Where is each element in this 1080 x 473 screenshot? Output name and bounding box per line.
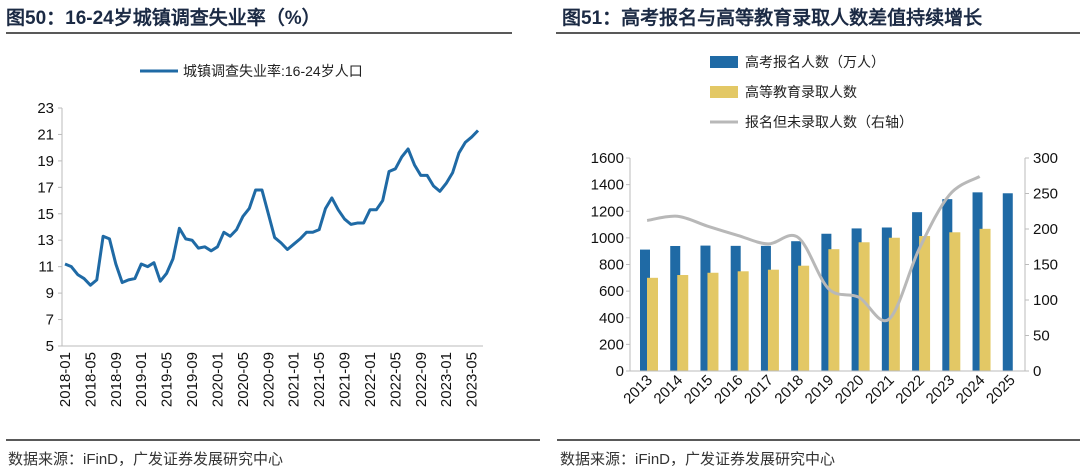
x-tick-label: 2018-01 [57, 352, 74, 407]
bar-registration-2022 [912, 212, 923, 371]
bar-admitted-2021 [888, 237, 900, 371]
x-tick-label: 2023-05 [464, 352, 481, 407]
bar-admitted-2017 [767, 269, 779, 371]
chart-title-left: 图50：16-24岁城镇调查失业率（%） [6, 6, 321, 29]
right-y-tick-label: 150 [1033, 257, 1058, 274]
bar-admitted-2023 [949, 232, 961, 371]
x-tick-label: 2025 [983, 372, 1019, 408]
left-y-tick-label: 400 [599, 310, 624, 327]
x-tick-label: 2020-09 [260, 352, 277, 407]
right-y-tick-label: 0 [1033, 363, 1041, 380]
x-tick-label: 2020 [832, 372, 868, 408]
bar-registration-2017 [760, 245, 771, 371]
y-tick-label: 13 [37, 232, 54, 249]
x-tick-label: 2018-05 [82, 352, 99, 407]
legend-label-admitted: 高等教育录取人数 [745, 84, 857, 100]
right-y-tick-label: 100 [1033, 292, 1058, 309]
bar-admitted-2013 [647, 277, 658, 371]
bar-registration-2020 [851, 228, 862, 371]
x-tick-label: 2016 [711, 372, 747, 408]
x-tick-label: 2022-05 [387, 352, 404, 407]
x-tick-label: 2023 [923, 372, 959, 408]
x-tick-label: 2019-05 [159, 352, 176, 407]
bar-admitted-2018 [798, 265, 810, 371]
chart-title-right: 图51：高考报名与高等教育录取人数差值持续增长 [562, 6, 983, 29]
x-tick-label: 2021 [862, 372, 898, 408]
left-y-tick-label: 1600 [591, 150, 624, 167]
x-tick-label: 2015 [681, 372, 717, 408]
y-tick-label: 15 [37, 206, 54, 223]
x-tick-label: 2019 [802, 372, 838, 408]
y-tick-label: 7 [46, 312, 54, 329]
line-chart-left: 5 7 9 11 13 15 17 19 21 23 2018-01 2018-05 2018-09 20… [37, 100, 483, 407]
y-tick-label: 19 [37, 153, 54, 170]
x-tick-label: 2021-05 [311, 352, 328, 407]
right-y-tick-label: 300 [1033, 150, 1058, 167]
x-tick-label: 2022-01 [362, 352, 379, 407]
bar-admitted-2020 [858, 242, 870, 371]
x-tick-label: 2019-09 [184, 352, 201, 407]
left-y-tick-label: 1000 [591, 230, 624, 247]
legend-label-registration: 高考报名人数（万人） [745, 54, 885, 70]
bar-registration-2015 [700, 245, 711, 371]
x-tick-label: 2020-01 [209, 352, 226, 407]
x-tick-label: 2021-09 [337, 352, 354, 407]
legend-label: 城镇调查失业率:16-24岁人口 [183, 63, 363, 79]
x-tick-label: 2013 [620, 372, 656, 408]
left-y-tick-label: 800 [599, 257, 624, 274]
left-y-tick-label: 1400 [591, 177, 624, 194]
x-tick-label: 2019-01 [133, 352, 150, 407]
bar-registration-2021 [881, 227, 892, 371]
bar-registration-2025 [1002, 193, 1013, 371]
y-tick-label: 11 [38, 259, 54, 276]
y-tick-label: 23 [37, 100, 54, 117]
y-tick-label: 9 [46, 285, 54, 302]
bar-admitted-2016 [737, 271, 749, 371]
legend-label-gap: 报名但未录取人数（右轴） [745, 114, 913, 130]
bar-registration-2019 [821, 233, 832, 371]
bar-registration-2014 [670, 245, 681, 371]
bar-chart-right: 0 200 400 600 800 1000 1200 1400 1600 0 50 100 150 20… [591, 150, 1058, 407]
x-tick-label: 2014 [651, 372, 687, 408]
unemployment-rate-line [64, 129, 480, 287]
left-y-tick-label: 200 [599, 336, 624, 353]
bar-admitted-2015 [707, 272, 719, 371]
x-tick-label: 2022-09 [413, 352, 430, 407]
right-y-tick-label: 200 [1033, 221, 1058, 238]
bar-admitted-2022 [919, 236, 931, 371]
bar-registration-2024 [972, 192, 983, 371]
legend-swatch-admitted [710, 86, 738, 98]
x-tick-label: 2023-01 [438, 352, 455, 407]
x-tick-label: 2024 [953, 372, 989, 408]
left-y-tick-label: 600 [599, 283, 624, 300]
bar-registration-2018 [791, 241, 802, 371]
bar-registration-2013 [640, 249, 650, 371]
gap-line-right-axis [646, 175, 981, 323]
x-tick-label: 2021-01 [286, 352, 303, 407]
bar-admitted-2019 [828, 249, 840, 371]
bar-admitted-2024 [979, 228, 991, 371]
x-tick-label: 2020-05 [235, 352, 252, 407]
x-tick-label: 2018-09 [108, 352, 125, 407]
y-tick-label: 17 [37, 179, 54, 196]
bar-registration-2016 [730, 245, 741, 371]
x-tick-label: 2022 [892, 372, 928, 408]
bar-registration-2023 [942, 199, 953, 371]
x-tick-label: 2017 [741, 372, 777, 408]
left-y-tick-label: 1200 [591, 203, 624, 220]
legend-swatch-registration [710, 56, 738, 68]
source-note-left: 数据来源：iFinD，广发证券发展研究中心 [8, 451, 283, 468]
x-tick-label: 2018 [771, 372, 807, 408]
y-tick-label: 5 [46, 338, 54, 355]
left-y-tick-label: 0 [616, 363, 624, 380]
right-y-tick-label: 50 [1033, 328, 1050, 345]
source-note-right: 数据来源：iFinD，广发证券发展研究中心 [560, 451, 835, 468]
right-y-tick-label: 250 [1033, 186, 1058, 203]
bar-admitted-2014 [677, 275, 689, 371]
y-tick-label: 21 [37, 126, 54, 143]
